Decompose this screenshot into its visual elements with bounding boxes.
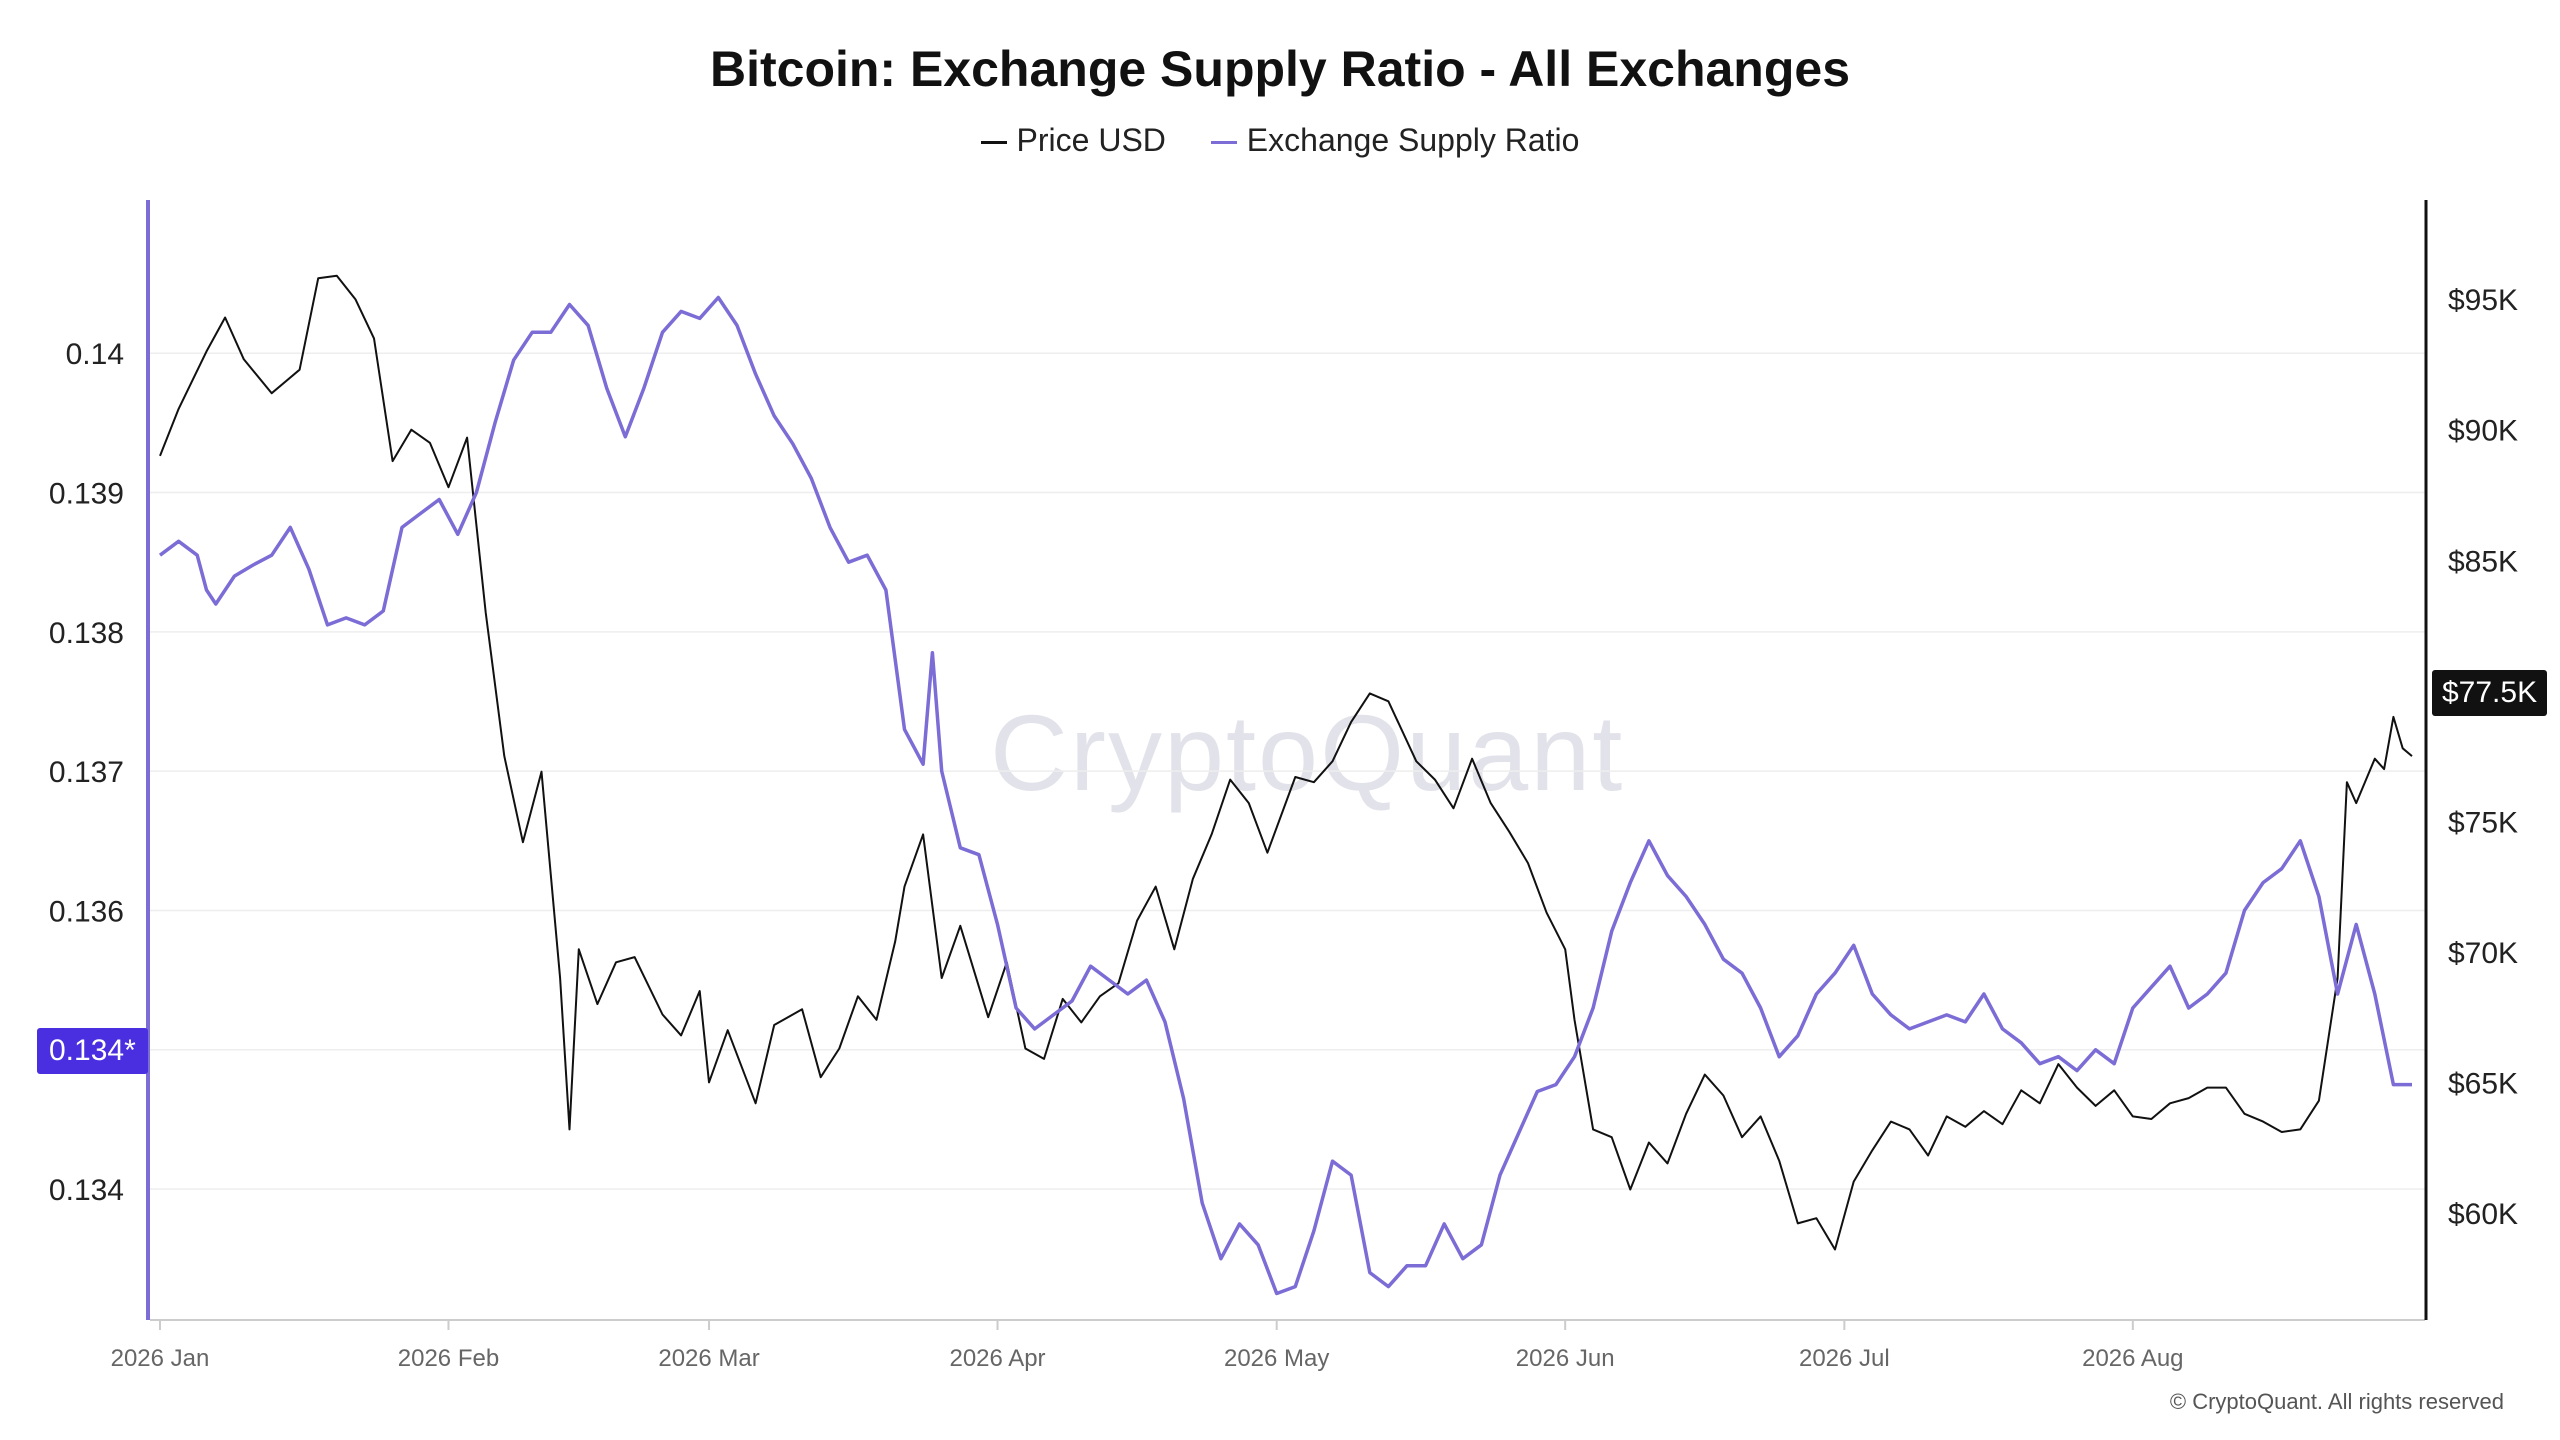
right-tick-label: $70K [2448, 937, 2518, 970]
right-tick-label: $85K [2448, 545, 2518, 578]
x-tick-label: 2026 Apr [949, 1345, 1045, 1372]
legend-item-price[interactable]: Price USD [980, 122, 1166, 159]
current-price-badge: $77.5K [2432, 670, 2548, 716]
right-tick-label: $90K [2448, 415, 2518, 448]
left-tick-label: 0.139 [49, 478, 124, 511]
left-tick-label: 0.137 [49, 756, 124, 789]
x-tick-label: 2026 May [1224, 1345, 1329, 1372]
grid-lines [150, 352, 2425, 1190]
x-tick-label: 2026 Jul [1799, 1345, 1890, 1372]
right-tick-label: $60K [2448, 1198, 2518, 1231]
right-tick-label: $65K [2448, 1067, 2518, 1100]
right-axis-ticks: $60K$65K$70K$75K$80K$85K$90K$95K [2448, 284, 2518, 1231]
left-tick-label: 0.134 [49, 1174, 124, 1207]
current-ratio-badge: 0.134* [37, 1028, 148, 1074]
x-tick-label: 2026 Jan [111, 1345, 210, 1372]
copyright-text: © CryptoQuant. All rights reserved [2169, 1389, 2504, 1414]
right-tick-label: $95K [2448, 284, 2518, 317]
legend-label-supply-ratio: Exchange Supply Ratio [1246, 122, 1580, 158]
left-tick-label: 0.14 [66, 338, 124, 371]
legend-swatch-price [980, 141, 1007, 145]
legend-label-price: Price USD [1016, 122, 1166, 158]
x-tick-label: 2026 Aug [2082, 1345, 2183, 1372]
x-tick-label: 2026 Feb [398, 1345, 499, 1372]
x-tick-label: 2026 Jun [1516, 1345, 1615, 1372]
chart-title: Bitcoin: Exchange Supply Ratio - All Exc… [709, 41, 1850, 97]
series-line-supply-ratio[interactable] [158, 295, 2412, 1296]
left-tick-label: 0.138 [49, 617, 124, 650]
x-tick-label: 2026 Mar [658, 1345, 759, 1372]
x-axis-ticks: 2026 Jan 2026 Feb 2026 Mar 2026 Apr 2026 May… [111, 1320, 2184, 1372]
legend: Price USD Exchange Supply Ratio [0, 122, 2560, 159]
legend-swatch-supply-ratio [1210, 141, 1237, 145]
left-tick-label: 0.136 [49, 895, 124, 928]
legend-item-supply-ratio[interactable]: Exchange Supply Ratio [1210, 122, 1580, 159]
watermark: CryptoQuant [990, 692, 1625, 813]
series-line-price[interactable] [159, 274, 2413, 1251]
right-tick-label: $75K [2448, 806, 2518, 839]
